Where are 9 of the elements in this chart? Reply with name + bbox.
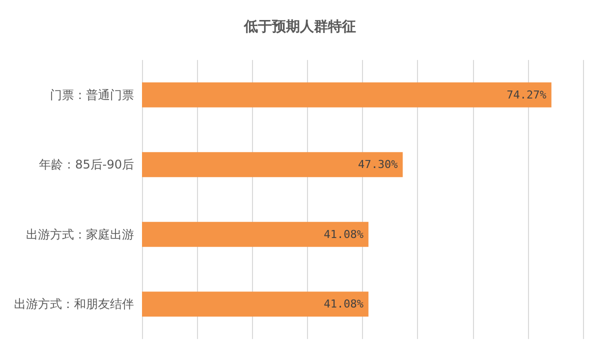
data-label: 41.08% [324, 228, 364, 241]
data-label: 47.30% [358, 158, 398, 172]
chart-title: 低于预期人群特征 [243, 19, 356, 35]
y-tick-label: 门票：普通门票 [50, 88, 134, 102]
data-label: 74.27% [506, 88, 547, 102]
y-tick-label: 年龄：85后-90后 [39, 158, 134, 172]
y-tick-label: 出游方式：和朋友结伴 [14, 297, 134, 312]
y-tick-label: 出游方式：家庭出游 [26, 227, 134, 242]
data-label: 41.08% [324, 298, 364, 311]
